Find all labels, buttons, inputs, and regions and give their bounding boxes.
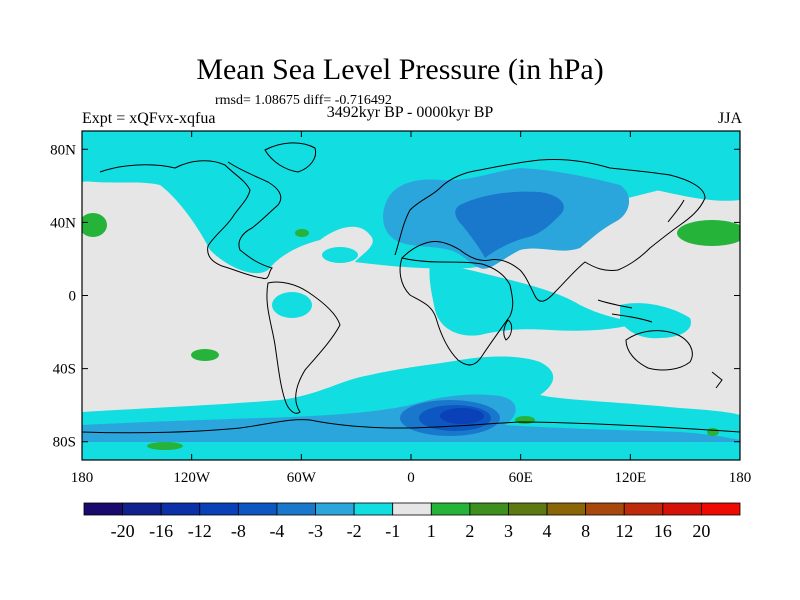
- lon-tick-label: 180: [71, 470, 94, 486]
- coast-new-zealand: [711, 371, 723, 389]
- coast-africa: [399, 257, 514, 366]
- lon-tick-label: 120E: [614, 470, 646, 486]
- colorbar-swatch: [315, 502, 355, 516]
- coast-madagascar: [503, 319, 513, 341]
- colorbar-label: -8: [231, 521, 246, 541]
- colorbar-swatch: [276, 502, 316, 516]
- experiment-label: Expt = xQFvx-xqfua: [82, 110, 216, 127]
- colorbar-label: -12: [188, 521, 212, 541]
- east-pacific-green: [82, 213, 107, 237]
- indonesia-cyan: [620, 303, 691, 339]
- antarctic-cyan-strip: [82, 442, 740, 460]
- lat-tick-label: 0: [69, 289, 77, 305]
- south-pacific-green: [191, 349, 219, 361]
- lon-tick-label: 60W: [287, 470, 317, 486]
- tropical-atlantic-cyan: [272, 292, 312, 318]
- colorbar-swatch: [237, 502, 278, 516]
- coastlines: [81, 142, 741, 434]
- eurasia-medblue: [455, 191, 564, 258]
- west-pacific-green: [677, 220, 740, 246]
- colorbar: -20 -16 -12 -8 -4 -3 -2 -1 1 2 3 4 8 12 16 20: [83, 502, 741, 541]
- indian-ocean-cyan: [429, 262, 640, 336]
- antarctic-green-2: [515, 416, 535, 424]
- lat-tick-label: 80S: [53, 435, 76, 451]
- map-title: Mean Sea Level Pressure (in hPa): [196, 53, 604, 86]
- anomaly-field: [82, 131, 740, 460]
- coast-antarctica: [81, 419, 741, 434]
- coast-greenland: [264, 142, 317, 173]
- colorbar-label: -2: [347, 521, 362, 541]
- colorbar-swatch: [469, 502, 509, 516]
- colorbar-label: -20: [111, 521, 135, 541]
- colorbar-label: -16: [149, 521, 173, 541]
- colorbar-swatch: [623, 502, 664, 516]
- coast-north-america: [99, 160, 282, 280]
- colorbar-swatch: [546, 502, 587, 516]
- colorbar-label: 3: [504, 521, 513, 541]
- colorbar-label: 4: [543, 521, 552, 541]
- caribbean-cyan: [322, 247, 358, 263]
- coast-japan: [667, 199, 685, 223]
- period-label: 3492kyr BP - 0000kyr BP: [326, 104, 494, 121]
- antarctic-green-1: [147, 442, 183, 450]
- colorbar-swatch: [662, 502, 702, 516]
- colorbar-label: 8: [581, 521, 590, 541]
- coast-indonesia: [597, 299, 653, 323]
- lat-tick-label: 40S: [53, 362, 76, 378]
- colorbar-swatch: [122, 502, 162, 516]
- colorbar-label: 16: [654, 521, 672, 541]
- coast-eurasia: [394, 159, 706, 302]
- axis-ticks: 80N 40N 0 40S 80S 180 120W 60W 0 60E 120E 180: [50, 131, 751, 486]
- lon-tick-label: 180: [729, 470, 752, 486]
- coast-australia: [625, 330, 693, 371]
- coast-south-america: [266, 281, 341, 414]
- colorbar-swatch: [701, 502, 741, 516]
- colorbar-swatch: [83, 502, 123, 516]
- season-label: JJA: [717, 110, 742, 127]
- colorbar-swatch: [392, 502, 432, 516]
- antarctic-green-3: [707, 428, 719, 436]
- colorbar-swatch: [508, 502, 548, 516]
- colorbar-swatch: [160, 502, 201, 516]
- north-atlantic-green: [295, 229, 309, 237]
- lat-tick-label: 40N: [50, 215, 76, 231]
- colorbar-label: -4: [269, 521, 284, 541]
- colorbar-label: 20: [692, 521, 710, 541]
- colorbar-swatch: [430, 502, 471, 516]
- colorbar-swatch: [353, 502, 394, 516]
- colorbar-label: 1: [427, 521, 436, 541]
- colorbar-label: 12: [615, 521, 633, 541]
- colorbar-label: -3: [308, 521, 323, 541]
- lon-tick-label: 120W: [173, 470, 211, 486]
- antarctic-deepblue: [440, 408, 484, 424]
- lon-tick-label: 60E: [509, 470, 533, 486]
- colorbar-label: 2: [465, 521, 474, 541]
- colorbar-label: -1: [385, 521, 400, 541]
- lon-tick-label: 0: [407, 470, 415, 486]
- stats-readout: rmsd= 1.08675 diff= -0.716492: [215, 93, 392, 108]
- lat-tick-label: 80N: [50, 142, 76, 158]
- colorbar-swatch: [199, 502, 239, 516]
- colorbar-swatch: [585, 502, 625, 516]
